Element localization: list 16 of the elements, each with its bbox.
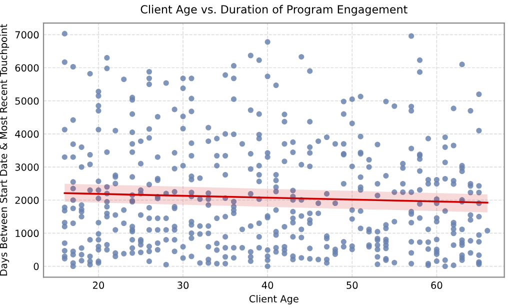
x-tick-label: 20 — [93, 282, 104, 289]
x-tick-label: 30 — [178, 282, 189, 289]
y-tick-label: 3000 — [15, 164, 39, 171]
y-tick-label: 4000 — [15, 130, 39, 138]
y-tick-label: 7000 — [15, 31, 39, 39]
y-tick-label: 2000 — [15, 196, 39, 204]
chart-title: Client Age vs. Duration of Program Engagement — [140, 4, 408, 16]
y-tick-label: 5000 — [15, 97, 39, 105]
y-tick-label: 0 — [34, 262, 39, 270]
y-tick-label: 6000 — [15, 64, 39, 72]
x-tick-label: 40 — [262, 282, 274, 289]
y-tick-label: 1000 — [16, 230, 39, 238]
x-axis-title: Client Age — [249, 294, 298, 304]
x-tick-label: 60 — [431, 282, 442, 289]
x-tick-label: 50 — [346, 282, 358, 289]
y-axis-title: Days Between Start Date & Most Recent Touchpoint — [0, 24, 10, 276]
